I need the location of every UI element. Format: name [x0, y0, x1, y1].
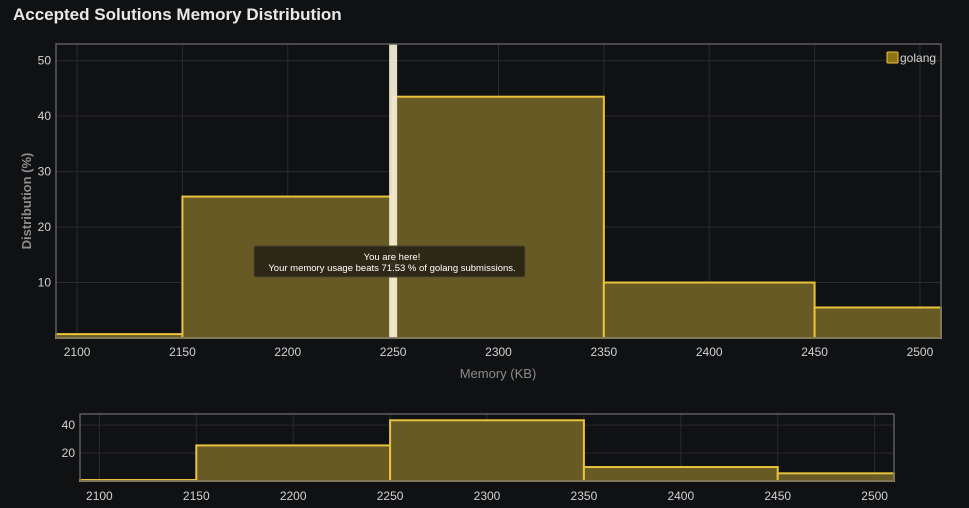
x-tick-label: 2150	[169, 345, 196, 359]
overview-x-tick-label: 2300	[474, 489, 501, 503]
bars-layer[interactable]	[55, 95, 942, 340]
plot-frame	[55, 43, 942, 339]
x-axis-title: Memory (KB)	[460, 366, 537, 381]
overview-frame-rect[interactable]	[79, 413, 895, 482]
overview-bar[interactable]	[582, 466, 779, 482]
overview-y-tick-label: 40	[62, 418, 76, 432]
overview-bars-layer[interactable]	[79, 419, 896, 483]
overview-y-tick-label: 20	[62, 446, 76, 460]
tooltip-line1: You are here!	[364, 252, 421, 263]
y-tick-label: 10	[38, 276, 52, 290]
marker-layer	[389, 44, 398, 338]
overview-x-tick-label: 2250	[377, 489, 404, 503]
overview-x-tick-label: 2200	[280, 489, 307, 503]
x-tick-label: 2450	[801, 345, 828, 359]
overview-x-tick-label: 2400	[667, 489, 694, 503]
current-position-marker	[389, 44, 398, 338]
overview-x-tick-label: 2450	[764, 489, 791, 503]
overview-frame[interactable]	[79, 413, 895, 482]
x-tick-label: 2100	[64, 345, 91, 359]
frame-layer	[55, 43, 942, 339]
x-tick-label: 2400	[696, 345, 723, 359]
ticks-layer: 2100 2150 2200 2250 2300 2350 2400 2450 2500 10 20…	[38, 54, 934, 359]
tooltip: You are here! Your memory usage beats 71…	[253, 245, 526, 278]
overview-ticks-layer: 2100 2150 2200 2250 2300 2350 2400 2450 2500 20 40	[62, 418, 889, 503]
overview-bar[interactable]	[389, 419, 585, 482]
overview-x-tick-label: 2350	[571, 489, 598, 503]
y-axis-title: Distribution (%)	[19, 153, 34, 250]
overview-x-tick-label: 2150	[183, 489, 210, 503]
overview-x-tick-label: 2100	[86, 489, 113, 503]
y-tick-label: 20	[38, 220, 52, 234]
x-tick-label: 2200	[274, 345, 301, 359]
legend-label: golang	[900, 51, 936, 65]
overview-x-tick-label: 2500	[861, 489, 888, 503]
legend-swatch	[886, 51, 899, 64]
y-tick-label: 50	[38, 54, 52, 68]
histogram-bar[interactable]	[392, 95, 605, 339]
x-tick-label: 2350	[591, 345, 618, 359]
overview-bar[interactable]	[776, 472, 896, 482]
overview-bar[interactable]	[195, 444, 392, 482]
tooltip-line2: Your memory usage beats 71.53 % of golan…	[268, 263, 515, 274]
x-tick-label: 2500	[907, 345, 934, 359]
histogram-bar[interactable]	[602, 281, 816, 339]
legend[interactable]: golang	[886, 51, 936, 65]
y-tick-label: 40	[38, 109, 52, 123]
histogram-bar[interactable]	[813, 306, 942, 340]
x-tick-label: 2250	[380, 345, 407, 359]
y-tick-label: 30	[38, 165, 52, 179]
tooltip-box	[253, 245, 526, 278]
page-title: Accepted Solutions Memory Distribution	[13, 5, 342, 24]
x-tick-label: 2300	[485, 345, 512, 359]
